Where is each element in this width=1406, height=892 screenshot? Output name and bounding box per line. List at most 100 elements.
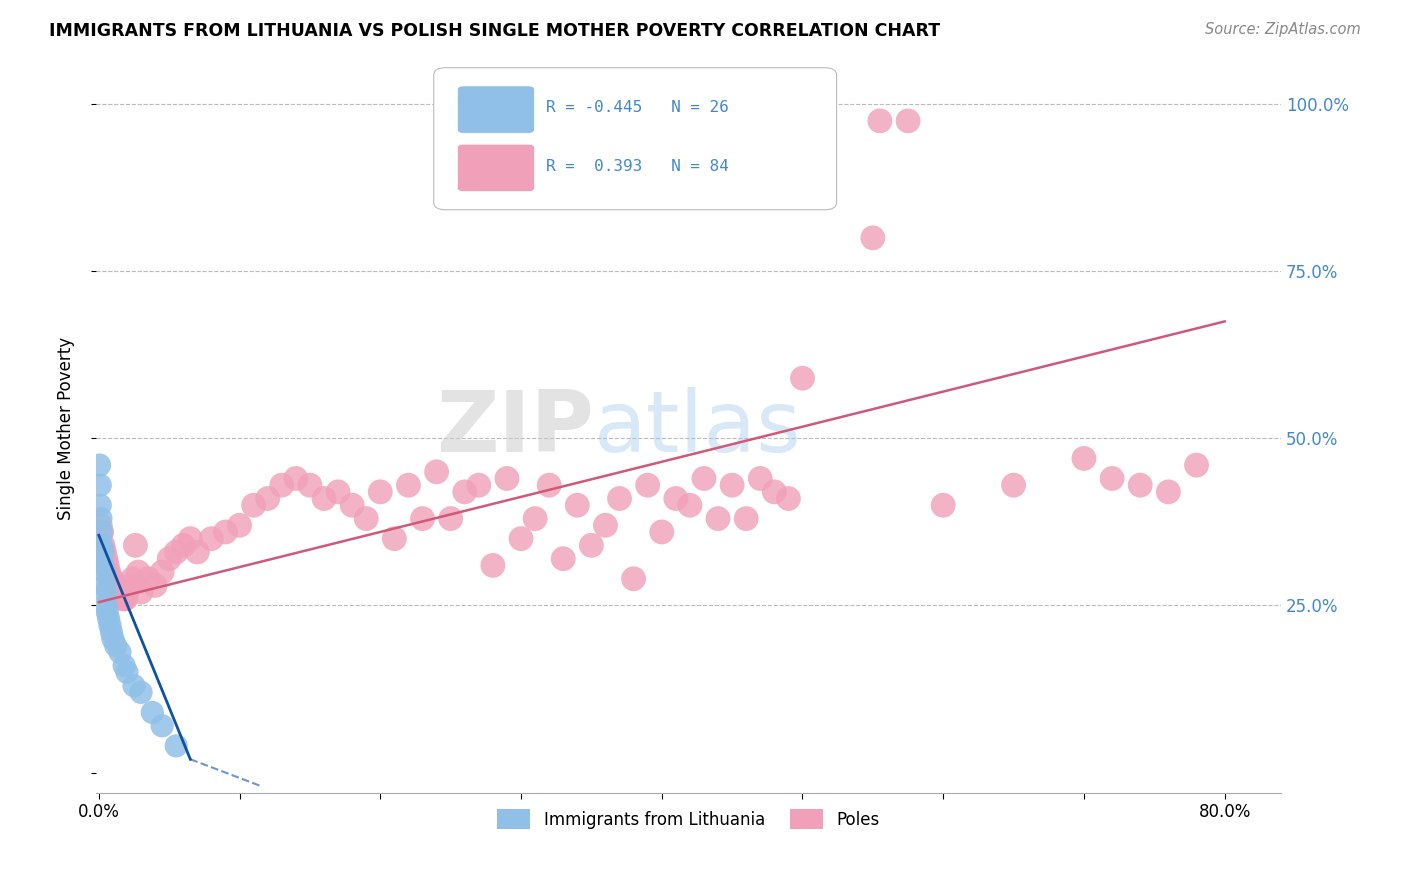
Point (454, 484, 477, 499)
Point (108, 645, 131, 659)
Text: R = -0.445   N = 26: R = -0.445 N = 26 (547, 100, 730, 115)
Point (104, 578, 127, 592)
FancyBboxPatch shape (457, 145, 534, 192)
Text: R =  0.393   N = 84: R = 0.393 N = 84 (547, 159, 730, 174)
Point (165, 545, 187, 559)
Point (121, 572, 143, 586)
Point (1073, 451, 1095, 466)
Point (112, 658, 135, 673)
Point (200, 532, 222, 546)
Point (228, 518, 250, 533)
Point (136, 572, 159, 586)
Text: atlas: atlas (593, 387, 801, 470)
Point (98, 618, 121, 632)
Text: IMMIGRANTS FROM LITHUANIA VS POLISH SINGLE MOTHER POVERTY CORRELATION CHART: IMMIGRANTS FROM LITHUANIA VS POLISH SING… (49, 22, 941, 40)
Point (91, 558, 114, 573)
Point (538, 478, 561, 492)
Point (721, 478, 744, 492)
Point (90, 538, 112, 552)
Point (105, 585, 128, 599)
Point (91, 538, 114, 552)
Point (124, 538, 146, 552)
Point (97, 612, 120, 626)
Point (354, 511, 377, 525)
Point (96, 558, 118, 573)
Point (693, 471, 716, 485)
Point (340, 498, 363, 512)
Point (91, 545, 114, 559)
Point (150, 565, 173, 579)
Point (150, 719, 173, 733)
Point (567, 498, 589, 512)
Point (482, 558, 505, 573)
Point (524, 511, 547, 525)
Point (97, 565, 120, 579)
Point (90, 524, 112, 539)
Point (426, 465, 449, 479)
Point (256, 491, 278, 506)
Point (1101, 471, 1123, 485)
Point (110, 585, 132, 599)
Text: Source: ZipAtlas.com: Source: ZipAtlas.com (1205, 22, 1361, 37)
Point (90, 511, 112, 525)
Point (94, 585, 117, 599)
Point (107, 585, 129, 599)
Point (104, 639, 127, 653)
Point (897, 114, 920, 128)
Point (623, 572, 645, 586)
Point (412, 511, 434, 525)
Point (115, 585, 138, 599)
Point (749, 471, 772, 485)
Point (609, 491, 631, 506)
Point (298, 478, 321, 492)
Point (595, 518, 617, 533)
Point (242, 498, 264, 512)
Point (1185, 458, 1208, 472)
Point (141, 706, 163, 720)
Point (179, 532, 201, 546)
Point (735, 511, 758, 525)
Point (89, 478, 111, 492)
Point (763, 484, 786, 499)
Point (157, 551, 180, 566)
Point (108, 585, 131, 599)
Point (651, 524, 673, 539)
Point (778, 491, 800, 506)
Point (1157, 484, 1180, 499)
Point (165, 739, 187, 753)
Point (665, 491, 688, 506)
Point (101, 632, 124, 646)
Point (679, 498, 702, 512)
Point (172, 538, 194, 552)
FancyBboxPatch shape (457, 86, 534, 133)
Point (129, 585, 152, 599)
Point (118, 578, 141, 592)
Point (89, 498, 111, 512)
Point (122, 679, 145, 693)
Point (214, 524, 236, 539)
Point (112, 591, 135, 606)
Point (326, 484, 349, 499)
Point (792, 371, 814, 385)
Point (96, 605, 118, 619)
Legend: Immigrants from Lithuania, Poles: Immigrants from Lithuania, Poles (491, 803, 887, 835)
Point (510, 532, 533, 546)
Point (89, 458, 111, 472)
Point (312, 491, 335, 506)
Point (93, 578, 115, 592)
Point (103, 578, 125, 592)
Point (553, 551, 575, 566)
Point (100, 625, 122, 640)
Point (284, 471, 307, 485)
Point (869, 114, 891, 128)
FancyBboxPatch shape (433, 68, 837, 210)
Point (440, 511, 463, 525)
Point (90, 524, 112, 539)
Point (93, 565, 115, 579)
Point (707, 511, 730, 525)
Point (581, 538, 603, 552)
Point (94, 599, 117, 613)
Point (1129, 478, 1152, 492)
Point (468, 478, 491, 492)
Point (93, 545, 115, 559)
